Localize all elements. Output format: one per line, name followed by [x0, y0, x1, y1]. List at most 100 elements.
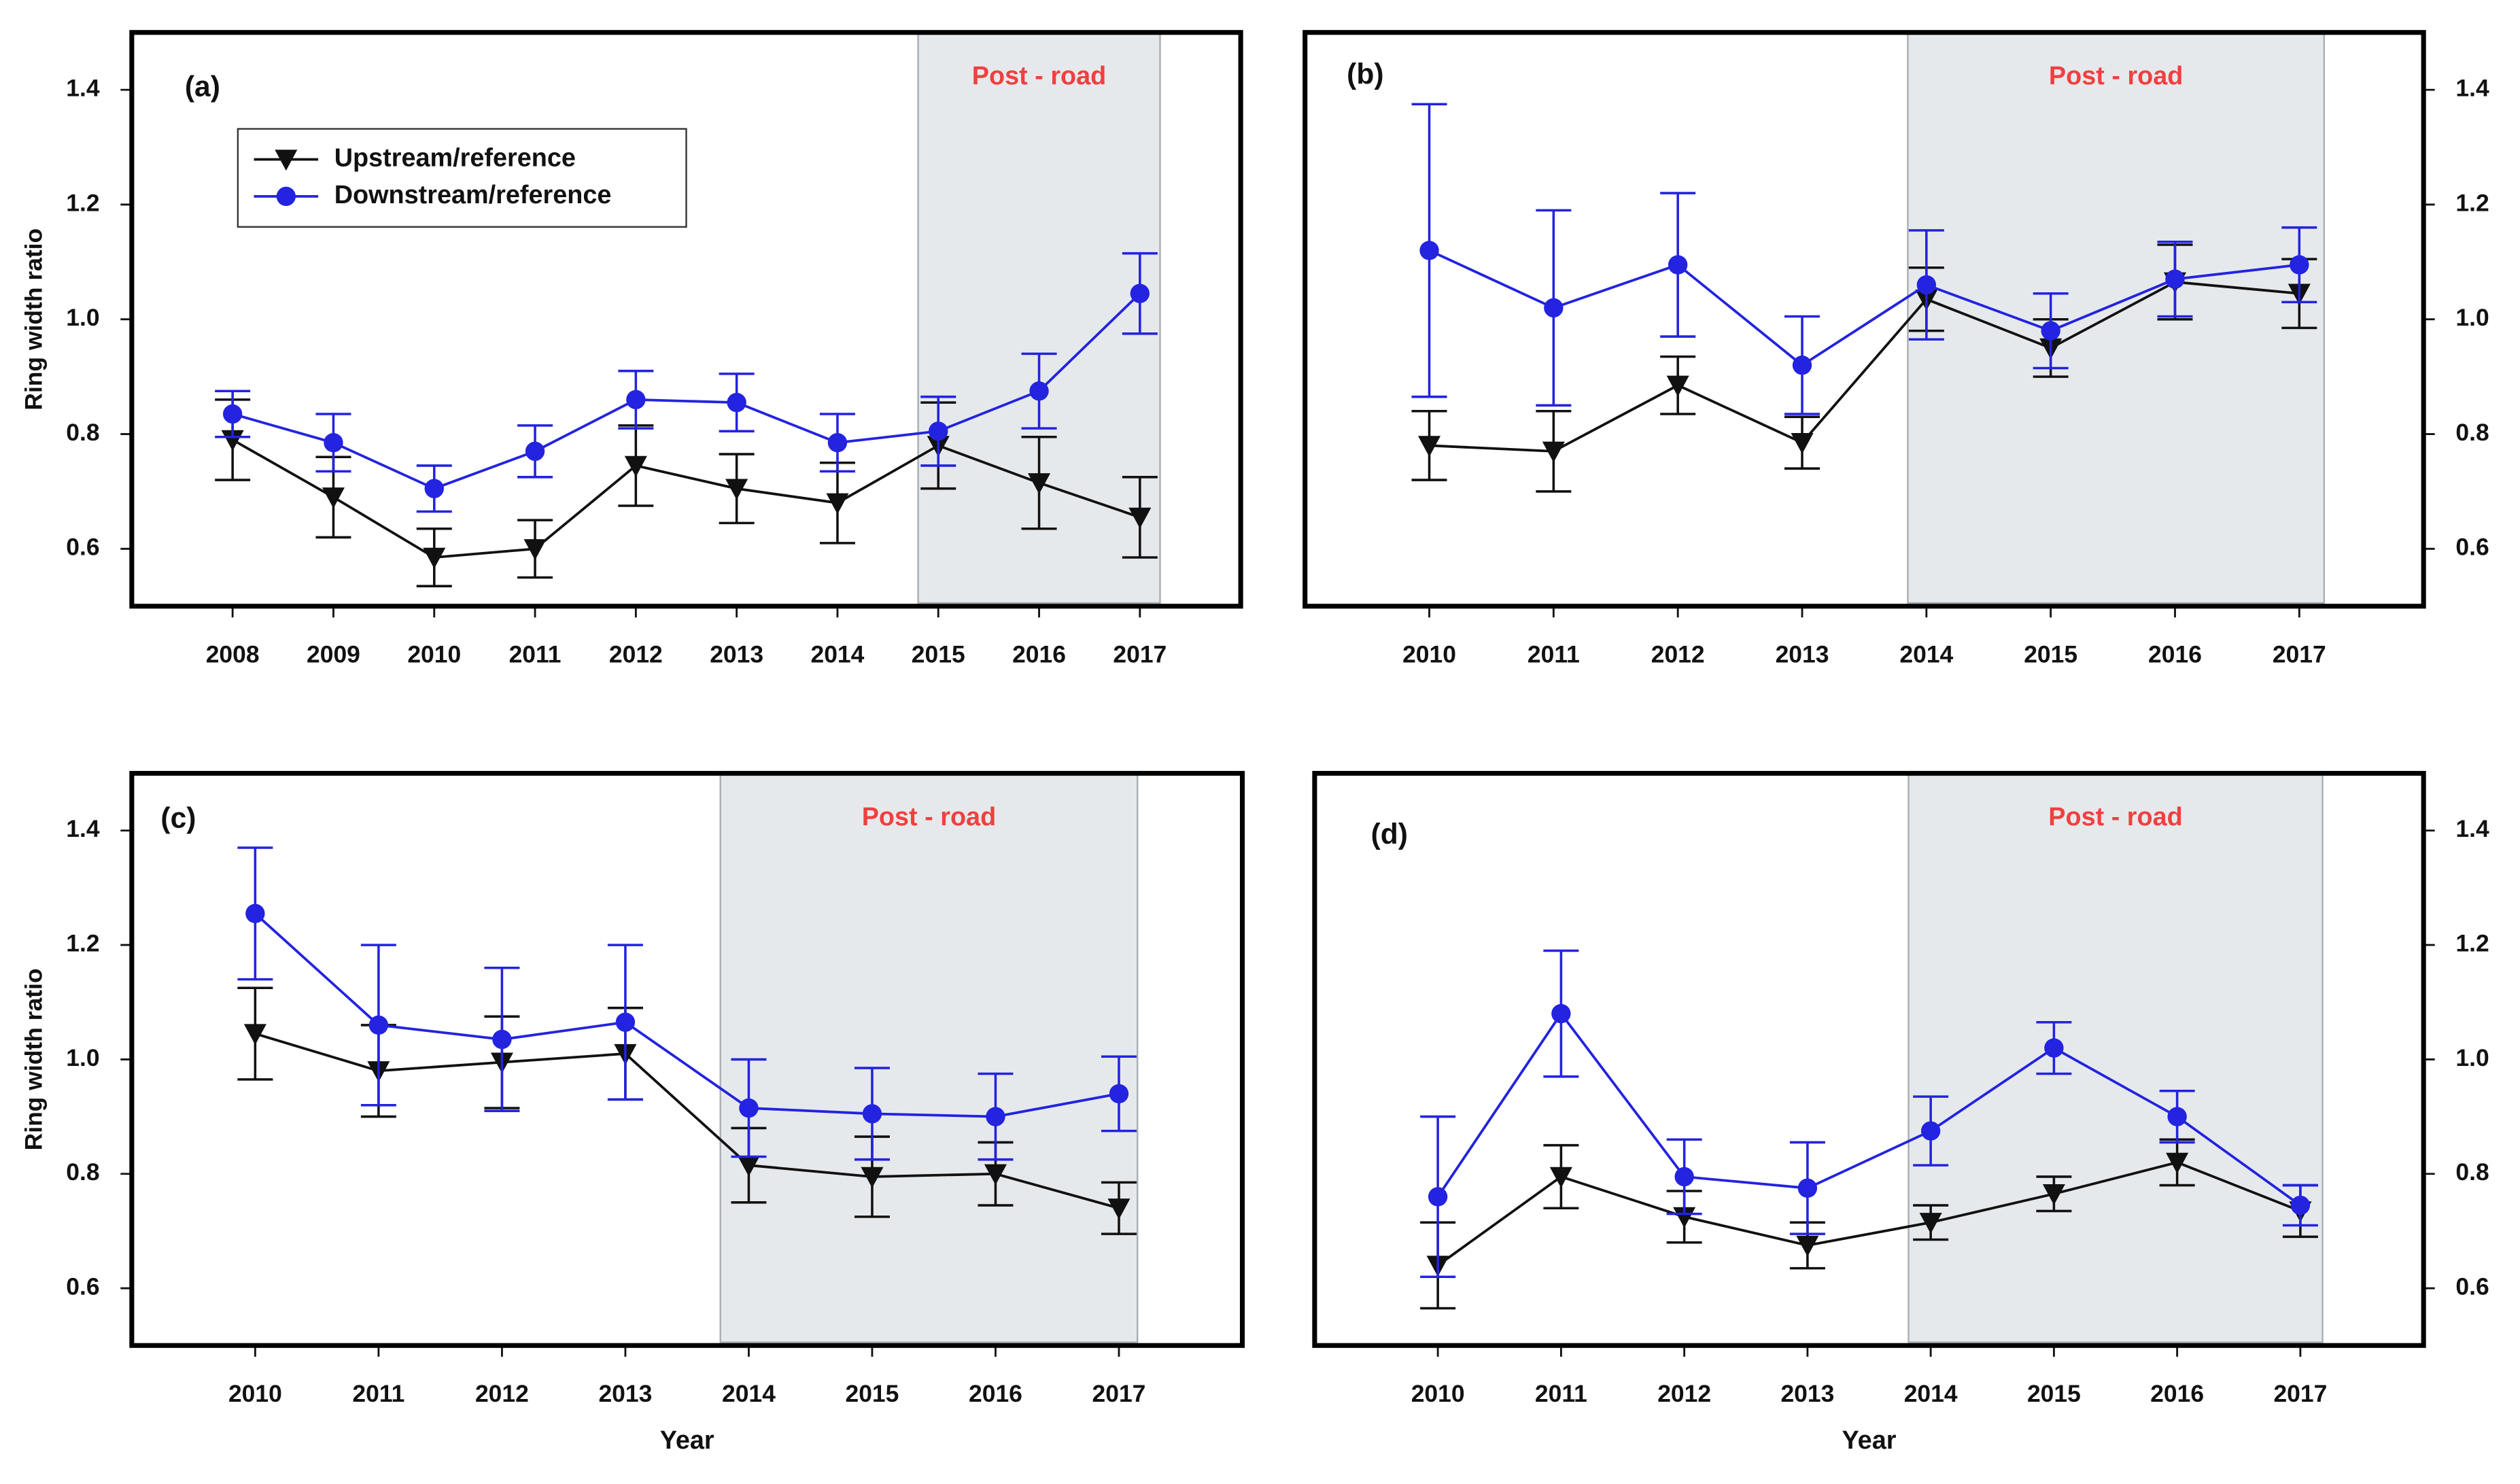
marker: [1666, 375, 1689, 397]
legend-box: [237, 128, 687, 228]
marker: [1673, 1207, 1696, 1228]
y-tick-label: 0.6: [66, 1273, 99, 1300]
marker: [1428, 1187, 1448, 1207]
shade-region: [719, 772, 1139, 1343]
marker: [221, 430, 244, 451]
shade-label: Post - road: [2048, 803, 2182, 831]
y-tick-label: 1.2: [66, 929, 99, 956]
marker: [626, 390, 646, 410]
shade-label: Post - road: [972, 62, 1106, 90]
x-tick-label: 2010: [1411, 1380, 1465, 1407]
marker: [1797, 1178, 1818, 1198]
series-line: [232, 438, 1141, 559]
shade-region: [1908, 772, 2324, 1343]
marker: [1417, 436, 1441, 457]
marker: [2042, 1184, 2065, 1205]
x-tick-label: 2013: [1780, 1380, 1834, 1407]
marker: [727, 392, 746, 413]
marker: [929, 421, 948, 441]
shade-label: Post - road: [862, 803, 996, 831]
marker: [2167, 1107, 2187, 1126]
x-tick-label: 2010: [407, 640, 461, 668]
plot-frame: [1302, 30, 2426, 609]
marker: [2290, 1195, 2311, 1215]
marker: [615, 1012, 636, 1032]
marker: [1107, 1198, 1130, 1220]
marker: [725, 479, 748, 500]
marker: [739, 1098, 759, 1118]
panel: Post - road 0.6 0.8 1.0 1.2 1.4 2010 2011 2012 20…: [20, 771, 1245, 1455]
x-tick-label: 2015: [912, 640, 965, 668]
panel: Post - road 0.6 0.8 1.0 1.2 1.4 2010 2011 2012 20…: [1302, 30, 2489, 668]
y-tick-label: 0.8: [2455, 1158, 2489, 1186]
y-tick-label: 0.8: [66, 419, 99, 446]
marker: [1130, 283, 1150, 303]
marker: [1109, 1084, 1129, 1104]
marker: [243, 1024, 266, 1046]
x-tick-label: 2012: [1657, 1380, 1711, 1407]
marker: [1027, 473, 1051, 494]
x-tick-label: 2008: [206, 640, 260, 668]
x-tick-label: 2011: [1535, 1380, 1587, 1407]
marker: [1920, 1121, 1941, 1141]
x-axis-label: Year: [660, 1426, 714, 1455]
marker: [1791, 433, 1814, 454]
x-tick-label: 2015: [2024, 640, 2077, 668]
marker: [1551, 1003, 1571, 1024]
y-tick-label: 1.4: [66, 74, 100, 101]
x-tick-label: 2011: [1527, 640, 1580, 668]
y-axis-label: Ring width ratio: [20, 968, 47, 1150]
x-tick-label: 2014: [811, 640, 865, 668]
x-tick-label: 2010: [228, 1380, 282, 1407]
panel-title: (d): [1371, 818, 1408, 850]
series-line: [254, 912, 1120, 1118]
y-tick-label: 0.8: [66, 1158, 99, 1186]
marker: [1549, 1167, 1572, 1188]
panel-title: (b): [1347, 58, 1383, 90]
panel-title: (c): [160, 801, 196, 834]
series-line: [1437, 1160, 2301, 1266]
y-tick-label: 1.0: [2455, 1044, 2489, 1071]
marker: [368, 1015, 389, 1035]
marker: [492, 1029, 512, 1050]
x-axis-label: Year: [1842, 1426, 1897, 1455]
marker: [737, 1155, 760, 1177]
x-tick-label: 2013: [1776, 640, 1829, 668]
marker: [1542, 441, 1565, 463]
marker: [1029, 381, 1049, 401]
marker: [1916, 275, 1937, 295]
marker: [2165, 269, 2185, 289]
y-tick-label: 0.6: [2455, 534, 2489, 561]
plot-frame: [129, 771, 1245, 1348]
y-tick-label: 1.2: [2455, 189, 2489, 216]
y-tick-label: 0.6: [66, 534, 99, 561]
marker: [862, 1104, 882, 1124]
marker: [222, 404, 243, 424]
marker: [2044, 1038, 2064, 1058]
x-tick-label: 2012: [1651, 640, 1705, 668]
marker: [525, 441, 545, 462]
series-line: [1429, 280, 2300, 453]
marker: [986, 1107, 1005, 1126]
x-tick-label: 2011: [509, 640, 562, 668]
x-tick-label: 2009: [307, 640, 360, 668]
marker: [423, 547, 446, 569]
shade-region: [1907, 31, 2326, 604]
y-tick-label: 1.4: [2455, 74, 2489, 101]
series-line: [254, 1032, 1120, 1210]
x-tick-label: 2014: [722, 1380, 776, 1407]
y-tick-label: 1.0: [2455, 304, 2489, 331]
series-line: [1428, 249, 2300, 367]
panel: Post - road 0.6 0.8 1.0 1.2 1.4 2008 2009 2010 20…: [20, 30, 1243, 668]
y-tick-label: 1.2: [2455, 929, 2489, 956]
marker: [984, 1164, 1007, 1186]
marker: [424, 479, 444, 498]
legend-marker: [275, 150, 298, 171]
x-tick-label: 2014: [1904, 1380, 1958, 1407]
marker: [245, 903, 265, 923]
y-tick-label: 1.4: [2455, 815, 2489, 842]
x-tick-label: 2015: [846, 1380, 899, 1407]
x-tick-label: 2016: [2150, 1380, 2204, 1407]
marker: [1674, 1167, 1694, 1187]
